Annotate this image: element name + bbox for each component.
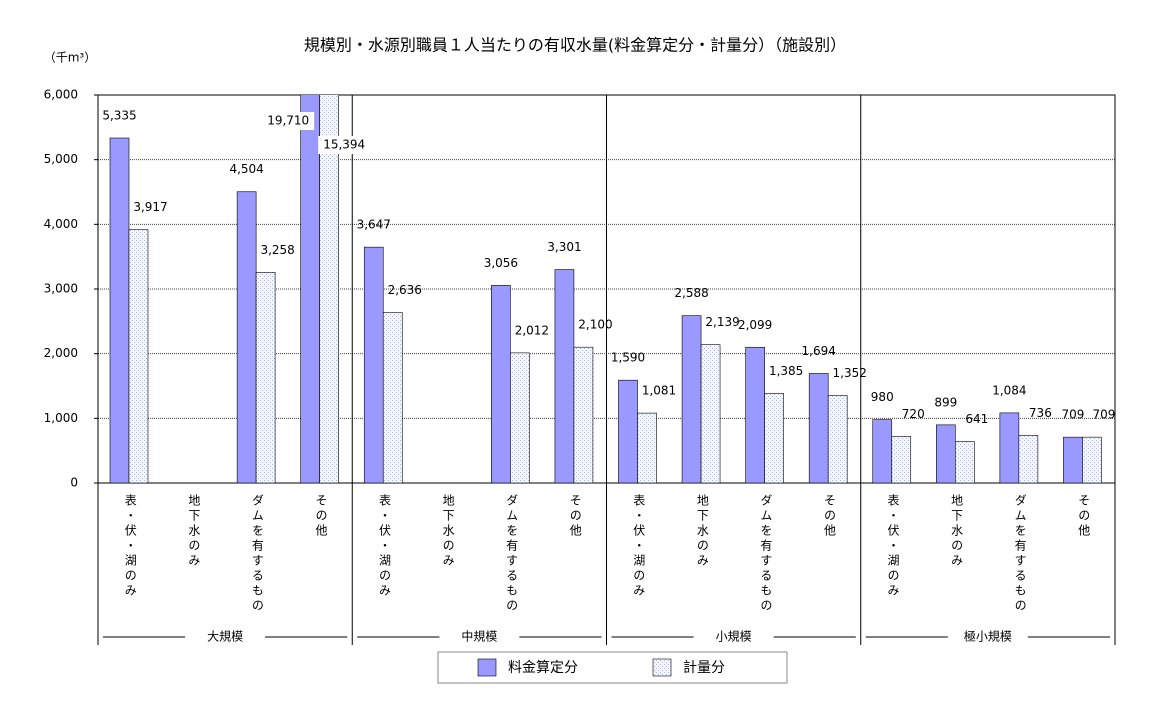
x-tick-label: その他 [568,494,582,539]
bar [827,395,848,483]
value-label: 1,352 [833,366,867,380]
bar [554,269,575,483]
bar [382,312,403,483]
bar [618,379,638,483]
value-label: 980 [871,390,894,404]
group-label: 小規模 [716,629,752,644]
legend-label: 計量分 [683,660,725,676]
bar [1018,435,1039,483]
bar [319,95,339,483]
x-tick-label: ダムを有するもの [505,494,519,614]
bar [764,393,784,483]
legend-swatch [652,658,672,677]
bar [573,346,594,483]
x-tick-label: 地下水のみ [695,494,709,569]
x-tick-label: ダムを有するもの [759,494,773,614]
bar [808,373,829,483]
value-label: 709 [1061,408,1084,422]
value-label: 2,100 [578,318,612,332]
x-tick-label: その他 [1077,494,1091,539]
bar [510,352,530,483]
bar [936,424,956,483]
bar [1063,436,1083,483]
y-tick-label: 6,000 [44,88,78,102]
value-label: 3,301 [547,240,581,254]
value-label: 3,917 [133,200,167,214]
value-label: 720 [902,407,925,421]
y-axis-unit: （千m³） [44,51,97,65]
bar [300,95,320,483]
legend-label: 料金算定分 [508,660,578,676]
bar [491,285,511,483]
legend-swatch [477,658,497,677]
bar [236,191,257,483]
value-label: 5,335 [102,109,136,123]
x-tick-label: 表・伏・湖のみ [886,494,900,599]
value-label: 1,084 [992,383,1026,397]
bar [745,346,765,483]
value-label: 2,099 [738,318,772,332]
bar [255,272,276,483]
value-label: 19,710 [267,114,309,128]
y-tick-label: 0 [70,476,78,490]
x-tick-label: ダムを有するもの [250,494,264,614]
y-tick-label: 3,000 [44,282,78,296]
bars [109,95,1102,483]
x-tick-label: 地下水のみ [441,494,455,569]
value-label: 15,394 [323,138,365,152]
x-tick-label: 地下水のみ [950,494,964,569]
bar [1082,436,1102,483]
y-tick-label: 1,000 [44,411,78,425]
value-label: 2,588 [674,286,708,300]
bar [700,344,721,483]
bar [955,441,975,483]
y-tick-label: 5,000 [44,152,78,166]
bar [681,315,702,483]
chart-title: 規模別・水源別職員１人当たりの有収水量(料金算定分・計量分）（施設別） [304,36,846,55]
bar [999,412,1020,483]
group-label: 大規模 [207,629,243,644]
value-label: 736 [1029,406,1052,420]
value-label: 1,081 [642,384,676,398]
bar [128,229,149,483]
value-label: 2,636 [388,283,422,297]
x-tick-label: ダムを有するもの [1013,494,1027,614]
value-label: 2,012 [515,323,549,337]
bar [363,246,384,483]
group-label: 中規模 [461,629,497,644]
value-label-box [318,136,371,154]
x-tick-label: その他 [314,494,328,539]
x-tick-label: 表・伏・湖のみ [378,494,392,599]
value-label: 3,056 [484,256,518,270]
value-label: 3,647 [357,218,391,232]
bar [109,137,130,483]
bar [891,436,912,483]
value-label: 1,694 [802,344,836,358]
value-label: 1,385 [769,364,803,378]
x-tick-label: その他 [822,494,836,539]
x-tick-label: 表・伏・湖のみ [632,494,646,599]
value-label: 4,504 [229,162,263,176]
x-tick-label: 表・伏・湖のみ [123,494,137,599]
bar [872,419,893,483]
y-tick-label: 4,000 [44,217,78,231]
value-label: 709 [1092,408,1115,422]
x-tick-label: 地下水のみ [187,494,201,569]
value-label: 641 [965,412,988,426]
value-label: 1,590 [611,351,645,365]
value-label: 2,139 [705,315,739,329]
bar [637,412,657,483]
y-tick-label: 2,000 [44,346,78,360]
value-label: 899 [934,395,957,409]
value-label: 3,258 [260,243,294,257]
value-label-box [262,112,315,130]
group-label: 極小規模 [964,629,1012,644]
